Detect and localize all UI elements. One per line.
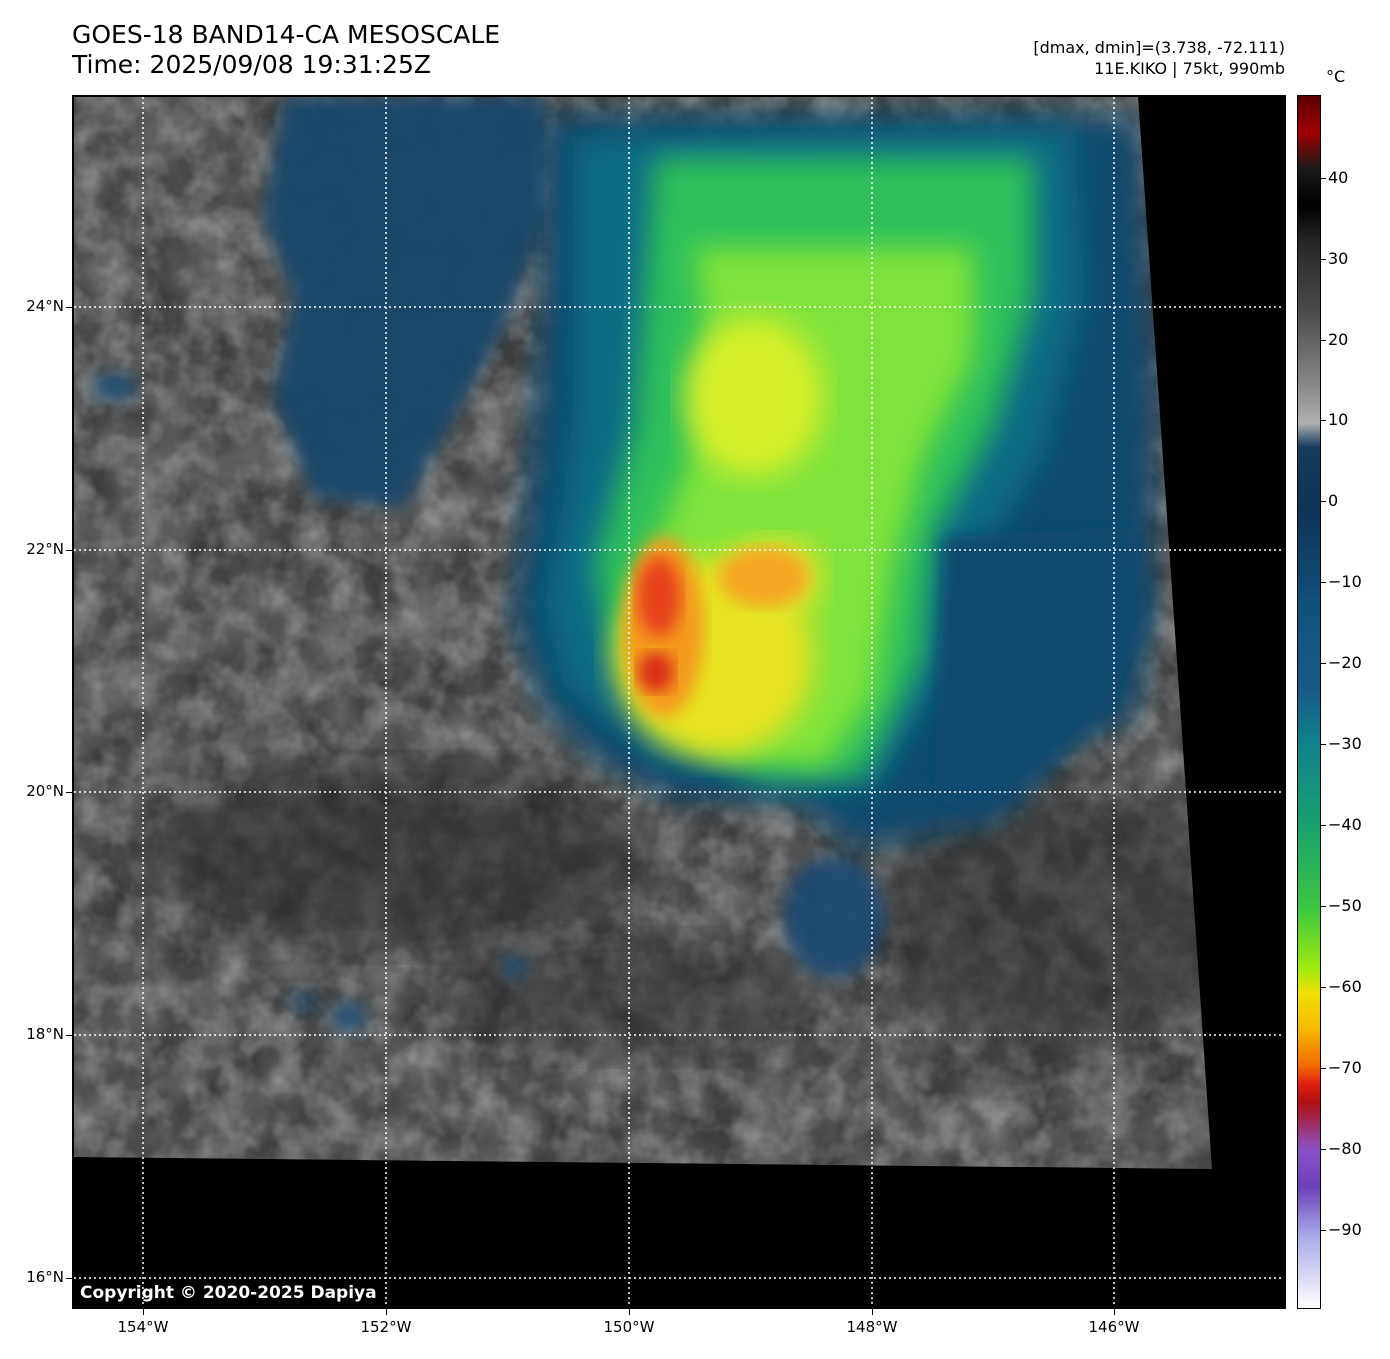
satellite-image: Copyright © 2020-2025 Dapiya: [72, 95, 1286, 1309]
dmax-dmin-text: [dmax, dmin]=(3.738, -72.111): [1033, 38, 1285, 57]
lon-label-146w: 146°W: [1088, 1318, 1140, 1336]
copyright-text: Copyright © 2020-2025 Dapiya: [80, 1283, 377, 1303]
colorbar-label: 20: [1328, 330, 1349, 349]
lon-label-152w: 152°W: [360, 1318, 412, 1336]
colorbar-label: −60: [1328, 977, 1362, 996]
lat-label-16n: 16°N: [26, 1268, 64, 1286]
lat-tick: [66, 307, 72, 308]
lat-tick: [66, 1278, 72, 1279]
colorbar-tick: [1321, 906, 1326, 907]
lat-label-22n: 22°N: [26, 540, 64, 558]
lon-label-154w: 154°W: [117, 1318, 169, 1336]
lon-tick: [872, 1309, 873, 1315]
colorbar-label: −80: [1328, 1139, 1362, 1158]
colorbar-unit: °C: [1326, 67, 1346, 86]
colorbar-tick: [1321, 1230, 1326, 1231]
colorbar-tick: [1321, 987, 1326, 988]
colorbar-tick: [1321, 663, 1326, 664]
lat-tick: [66, 1035, 72, 1036]
lon-tick: [629, 1309, 630, 1315]
colorbar-tick: [1321, 582, 1326, 583]
storm-meta: [dmax, dmin]=(3.738, -72.111) 11E.KIKO |…: [1033, 37, 1285, 79]
colorbar: [1297, 95, 1321, 1309]
colorbar-tick: [1321, 501, 1326, 502]
colorbar-tick: [1321, 178, 1326, 179]
chart-title: GOES-18 BAND14-CA MESOSCALE Time: 2025/0…: [72, 20, 500, 80]
title-line-1: GOES-18 BAND14-CA MESOSCALE: [72, 20, 501, 49]
colorbar-label: −70: [1328, 1058, 1362, 1077]
title-line-2: Time: 2025/09/08 19:31:25Z: [72, 50, 431, 79]
colorbar-tick: [1321, 259, 1326, 260]
colorbar-tick: [1321, 420, 1326, 421]
lon-label-148w: 148°W: [846, 1318, 898, 1336]
colorbar-label: −50: [1328, 896, 1362, 915]
colorbar-label: −90: [1328, 1220, 1362, 1239]
colorbar-label: 0: [1328, 491, 1339, 510]
lat-tick: [66, 550, 72, 551]
colorbar-tick: [1321, 1149, 1326, 1150]
colorbar-tick: [1321, 1068, 1326, 1069]
lat-tick: [66, 792, 72, 793]
lon-tick: [143, 1309, 144, 1315]
satellite-imagery: [74, 97, 1284, 1307]
lon-tick: [1114, 1309, 1115, 1315]
storm-info-text: 11E.KIKO | 75kt, 990mb: [1094, 59, 1285, 78]
colorbar-tick: [1321, 825, 1326, 826]
lat-label-24n: 24°N: [26, 297, 64, 315]
colorbar-label: −40: [1328, 815, 1362, 834]
lon-tick: [386, 1309, 387, 1315]
lon-label-150w: 150°W: [603, 1318, 655, 1336]
lat-label-18n: 18°N: [26, 1025, 64, 1043]
colorbar-tick: [1321, 744, 1326, 745]
colorbar-label: −10: [1328, 572, 1362, 591]
colorbar-label: 10: [1328, 410, 1349, 429]
lat-label-20n: 20°N: [26, 782, 64, 800]
colorbar-label: 30: [1328, 249, 1349, 268]
colorbar-label: −20: [1328, 653, 1362, 672]
colorbar-tick: [1321, 340, 1326, 341]
colorbar-label: 40: [1328, 168, 1349, 187]
colorbar-label: −30: [1328, 734, 1362, 753]
